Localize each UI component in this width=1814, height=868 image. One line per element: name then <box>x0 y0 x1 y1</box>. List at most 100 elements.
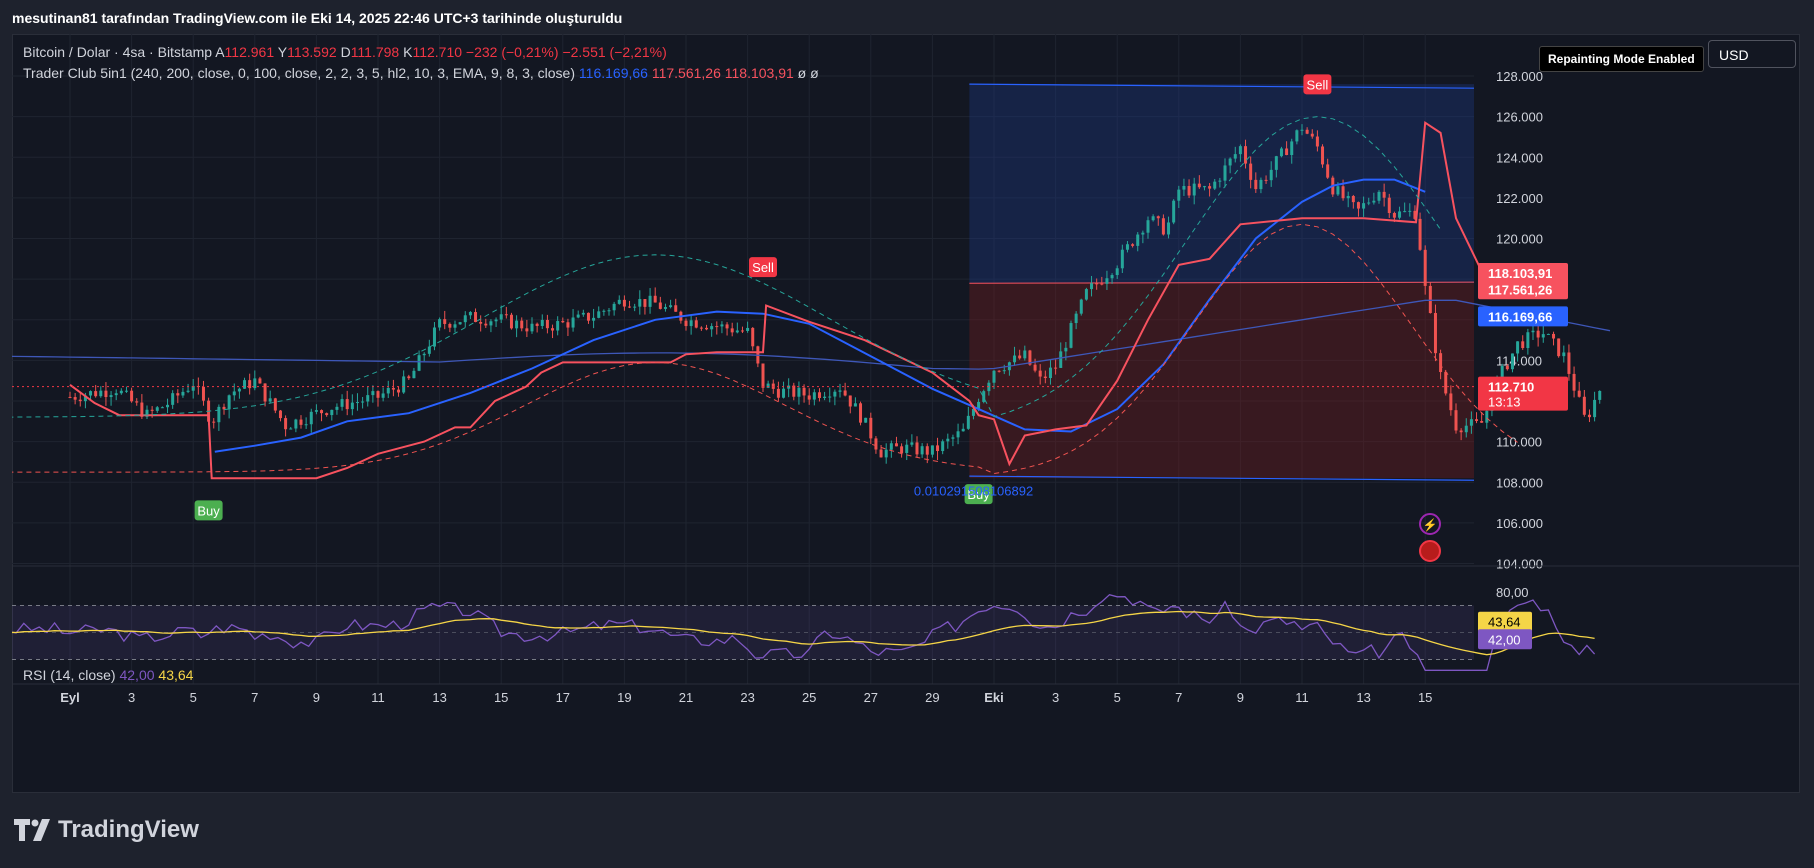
change-value: −232 (−0,21%) <box>465 44 559 60</box>
candle-body <box>1449 393 1453 411</box>
candle-body <box>1213 181 1217 189</box>
candle-body <box>1279 148 1283 157</box>
candle-body <box>1002 370 1006 372</box>
candle-body <box>812 392 816 400</box>
annotation-text: 0.010291508106892 <box>914 483 1033 498</box>
candle-body <box>776 388 780 398</box>
candle-body <box>879 449 883 458</box>
candle-body <box>1182 186 1186 190</box>
candle-body <box>1125 244 1129 250</box>
candle-body <box>166 404 170 408</box>
candle-body <box>340 399 344 407</box>
rsi-tick-80: 80,00 <box>1496 585 1529 600</box>
candle-body <box>545 319 549 329</box>
candle-body <box>1557 338 1561 357</box>
indicator-name[interactable]: Trader Club 5in1 (240, 200, close, 0, 10… <box>23 65 576 81</box>
candle-body <box>181 391 185 396</box>
candle-body <box>751 327 755 347</box>
currency-button[interactable]: USD <box>1708 40 1796 68</box>
candle-body <box>1392 212 1396 218</box>
rsi-name[interactable]: RSI (14, close) <box>23 667 116 683</box>
candle-body <box>448 323 452 328</box>
candle-body <box>520 320 524 329</box>
candle-body <box>1469 419 1473 426</box>
indicator-v1: 116.169,66 <box>578 65 648 81</box>
candle-body <box>94 391 98 397</box>
candle-body <box>556 321 560 331</box>
price-chart[interactable]: 128.000126.000124.000122.000120.000118.0… <box>12 34 1800 793</box>
candle-body <box>1054 367 1058 369</box>
candle-body <box>335 406 339 410</box>
candle-body <box>150 409 154 411</box>
candle-body <box>992 370 996 383</box>
candle-body <box>592 317 596 321</box>
candle-body <box>1516 341 1520 354</box>
candle-body <box>602 310 606 312</box>
candle-body <box>1521 341 1525 349</box>
candle-body <box>1156 216 1160 219</box>
candle-body <box>540 319 544 326</box>
candle-body <box>946 438 950 442</box>
x-tick-label: 7 <box>1175 690 1182 705</box>
candle-body <box>1552 333 1556 339</box>
candle-body <box>633 306 637 308</box>
candle-body <box>982 391 986 402</box>
candle-body <box>1500 365 1504 382</box>
symbol-name[interactable]: Bitcoin / Dolar · 4sa · Bitstamp <box>23 44 213 60</box>
candle-body <box>1146 220 1150 233</box>
candle-body <box>1377 191 1381 201</box>
candle-body <box>1572 373 1576 391</box>
candle-body <box>735 330 739 333</box>
candle-body <box>453 324 457 328</box>
candle-body <box>1208 186 1212 189</box>
brand-name: TradingView <box>58 816 199 843</box>
upper-zone <box>969 84 1474 284</box>
candle-body <box>787 385 791 389</box>
rsi-ma-axis-label: 43,64 <box>1488 615 1521 630</box>
repaint-mode-badge: Repainting Mode Enabled <box>1539 46 1704 72</box>
candle-body <box>1362 203 1366 209</box>
candle-body <box>83 395 87 402</box>
candle-body <box>289 428 293 430</box>
candle-body <box>1192 183 1196 196</box>
indicator-v2: 117.561,26 <box>651 65 721 81</box>
lower-zone <box>969 283 1474 479</box>
candle-body <box>689 320 693 327</box>
candle-body <box>1326 164 1330 178</box>
candle-body <box>68 396 72 398</box>
candle-body <box>438 319 442 328</box>
x-tick-label: 3 <box>1052 690 1059 705</box>
candle-body <box>740 330 744 332</box>
candle-body <box>140 402 144 417</box>
price-label-last: 112.710 <box>1488 380 1534 395</box>
candle-body <box>278 410 282 419</box>
candle-body <box>884 449 888 458</box>
price-label-p3: 116.169,66 <box>1488 309 1552 324</box>
candle-body <box>427 346 431 354</box>
candle-body <box>1038 370 1042 377</box>
candle-body <box>1187 186 1191 196</box>
x-tick-label: 9 <box>1237 690 1244 705</box>
candle-body <box>1120 249 1124 269</box>
x-tick-label: 11 <box>371 690 385 705</box>
y-tick-label: 108.000 <box>1496 475 1543 490</box>
candle-body <box>299 419 303 425</box>
candle-body <box>643 299 647 307</box>
candle-body <box>1582 396 1586 415</box>
candle-body <box>191 385 195 391</box>
open-label: A <box>215 44 225 60</box>
candle-body <box>628 306 632 308</box>
candle-body <box>997 370 1001 372</box>
candle-body <box>217 406 221 423</box>
tradingview-logo[interactable]: TradingView <box>14 816 199 844</box>
candle-body <box>1197 183 1201 188</box>
chart-header-title: mesutinan81 tarafından TradingView.com i… <box>12 10 623 26</box>
candle-body <box>1459 430 1463 433</box>
candle-body <box>581 312 585 315</box>
lower-channel-line <box>969 475 1475 481</box>
candle-body <box>1079 299 1083 314</box>
candle-body <box>1161 218 1165 235</box>
sell-signal-label: Sell <box>1307 77 1329 92</box>
candle-body <box>1084 289 1088 300</box>
candle-body <box>694 320 698 328</box>
